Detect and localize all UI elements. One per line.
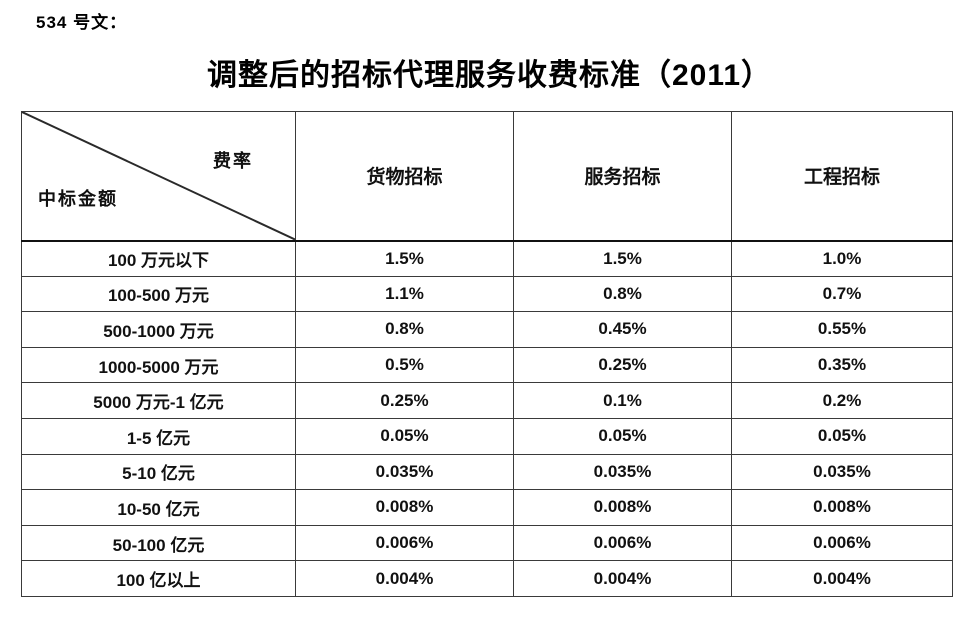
page-title: 调整后的招标代理服务收费标准（2011） <box>206 59 773 92</box>
rate-cell: 0.035% <box>731 453 953 491</box>
column-header-goods: 货物招标 <box>295 111 514 242</box>
row-label-cell: 10-50 亿元 <box>21 489 296 526</box>
rate-cell: 0.004% <box>731 560 953 597</box>
table-row: 5000 万元-1 亿元 0.25% 0.1% 0.2% <box>21 382 953 419</box>
table-row: 100-500 万元 1.1% 0.8% 0.7% <box>21 275 953 313</box>
fee-rate-table: 费率 中标金额 货物招标 服务招标 工程招标 100 万元以下 1.5% 1.5… <box>21 111 953 597</box>
corner-label-bid-amount: 中标金额 <box>38 189 118 209</box>
rate-cell: 0.004% <box>295 560 514 597</box>
rate-cell: 0.35% <box>731 346 953 384</box>
rate-cell: 0.006% <box>731 524 953 562</box>
table-row: 100 万元以下 1.5% 1.5% 1.0% <box>21 240 953 277</box>
table-row: 10-50 亿元 0.008% 0.008% 0.008% <box>21 489 953 526</box>
rate-cell: 0.8% <box>513 275 732 313</box>
rate-cell: 0.25% <box>295 382 514 419</box>
diagonal-divider-line <box>22 112 295 240</box>
table-row: 50-100 亿元 0.006% 0.006% 0.006% <box>21 524 953 562</box>
table-row: 100 亿以上 0.004% 0.004% 0.004% <box>21 560 953 597</box>
rate-cell: 0.05% <box>295 417 514 455</box>
rate-cell: 1.1% <box>295 275 514 313</box>
rate-cell: 0.45% <box>513 311 732 348</box>
rate-cell: 1.0% <box>731 240 953 277</box>
rate-cell: 0.2% <box>731 382 953 419</box>
rate-cell: 0.035% <box>295 453 514 491</box>
rate-cell: 1.5% <box>295 240 514 277</box>
row-label-cell: 1-5 亿元 <box>21 417 296 455</box>
rate-cell: 0.8% <box>295 311 514 348</box>
header-row: 费率 中标金额 货物招标 服务招标 工程招标 <box>21 111 953 242</box>
rate-cell: 0.035% <box>513 453 732 491</box>
rate-cell: 0.5% <box>295 346 514 384</box>
row-label-cell: 5-10 亿元 <box>21 453 296 491</box>
row-label-cell: 100-500 万元 <box>21 275 296 313</box>
rate-cell: 0.008% <box>295 489 514 526</box>
row-label-cell: 50-100 亿元 <box>21 524 296 562</box>
rate-cell: 0.004% <box>513 560 732 597</box>
doc-number-label: 534 号文： <box>36 13 128 32</box>
rate-cell: 0.05% <box>513 417 732 455</box>
rate-cell: 0.05% <box>731 417 953 455</box>
table-row: 500-1000 万元 0.8% 0.45% 0.55% <box>21 311 953 348</box>
rate-cell: 0.006% <box>513 524 732 562</box>
table-row: 5-10 亿元 0.035% 0.035% 0.035% <box>21 453 953 491</box>
row-label-cell: 1000-5000 万元 <box>21 346 296 384</box>
table-row: 1-5 亿元 0.05% 0.05% 0.05% <box>21 417 953 455</box>
table-row: 1000-5000 万元 0.5% 0.25% 0.35% <box>21 346 953 384</box>
rate-cell: 0.008% <box>513 489 732 526</box>
row-label-cell: 5000 万元-1 亿元 <box>21 382 296 419</box>
rate-cell: 0.55% <box>731 311 953 348</box>
row-label-cell: 100 亿以上 <box>21 560 296 597</box>
rate-cell: 0.25% <box>513 346 732 384</box>
row-label-cell: 100 万元以下 <box>21 240 296 277</box>
column-header-services: 服务招标 <box>513 111 732 242</box>
rate-cell: 1.5% <box>513 240 732 277</box>
column-header-engineering: 工程招标 <box>731 111 953 242</box>
rate-cell: 0.006% <box>295 524 514 562</box>
rate-cell: 0.1% <box>513 382 732 419</box>
row-label-cell: 500-1000 万元 <box>21 311 296 348</box>
rate-cell: 0.008% <box>731 489 953 526</box>
rate-cell: 0.7% <box>731 275 953 313</box>
corner-header-cell: 费率 中标金额 <box>21 111 296 242</box>
corner-label-fee-rate: 费率 <box>213 151 253 171</box>
